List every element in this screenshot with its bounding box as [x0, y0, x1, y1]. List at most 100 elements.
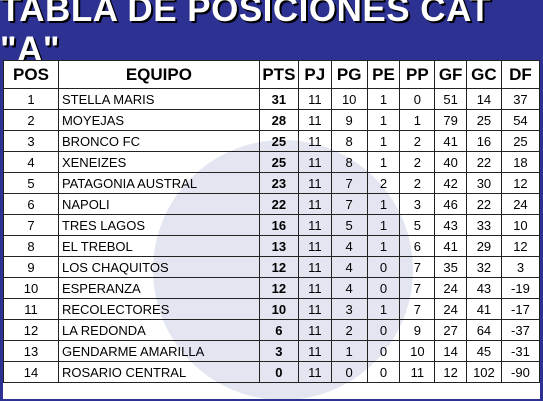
team-cell: ESPERANZA [57, 277, 260, 299]
team-cell: RECOLECTORES [57, 298, 260, 320]
pos-cell: 6 [3, 193, 59, 215]
gf-cell: 79 [434, 109, 467, 131]
gf-cell: 51 [434, 88, 467, 110]
page-title: TABLA DE POSICIONES CAT "A" [0, 0, 492, 69]
pe-cell: 1 [366, 214, 401, 236]
pg-cell: 8 [330, 130, 368, 152]
header-pg: PG [330, 60, 368, 89]
pg-cell: 5 [330, 214, 368, 236]
gc-cell: 14 [465, 88, 502, 110]
pp-cell: 3 [399, 193, 436, 215]
pos-cell: 1 [3, 88, 59, 110]
pos-cell: 12 [3, 319, 59, 341]
pts-cell: 0 [258, 361, 299, 383]
pg-cell: 7 [330, 193, 368, 215]
pts-cell: 25 [258, 130, 299, 152]
gc-cell: 16 [465, 130, 502, 152]
pe-cell: 0 [366, 256, 401, 278]
pp-cell: 0 [399, 88, 436, 110]
pg-cell: 7 [330, 172, 368, 194]
pe-cell: 1 [366, 151, 401, 173]
gc-cell: 30 [465, 172, 502, 194]
pj-cell: 11 [297, 340, 332, 362]
gf-cell: 40 [434, 151, 467, 173]
df-cell: 54 [500, 109, 540, 131]
df-cell: -31 [500, 340, 540, 362]
df-cell: 3 [500, 256, 540, 278]
pg-cell: 0 [330, 361, 368, 383]
table-row: 2 MOYEJAS 28 11 9 1 1 79 25 54 [3, 109, 540, 131]
header-row: POS EQUIPO PTS PJ PG PE PP GF GC DF [3, 60, 540, 89]
table-row: 9 LOS CHAQUITOS 12 11 4 0 7 35 32 3 [3, 256, 540, 278]
pp-cell: 6 [399, 235, 436, 257]
pts-cell: 12 [258, 277, 299, 299]
team-cell: NAPOLI [57, 193, 260, 215]
pts-cell: 22 [258, 193, 299, 215]
pg-cell: 3 [330, 298, 368, 320]
team-cell: BRONCO FC [57, 130, 260, 152]
df-cell: 18 [500, 151, 540, 173]
gf-cell: 24 [434, 298, 467, 320]
gc-cell: 102 [465, 361, 502, 383]
header-gf: GF [434, 60, 467, 89]
pos-cell: 5 [3, 172, 59, 194]
pts-cell: 6 [258, 319, 299, 341]
header-team: EQUIPO [57, 60, 260, 89]
team-cell: PATAGONIA AUSTRAL [57, 172, 260, 194]
pos-cell: 3 [3, 130, 59, 152]
pe-cell: 1 [366, 298, 401, 320]
standings-table-area: POS EQUIPO PTS PJ PG PE PP GF GC DF 1 STE… [3, 60, 540, 399]
pos-cell: 8 [3, 235, 59, 257]
df-cell: 12 [500, 235, 540, 257]
pts-cell: 16 [258, 214, 299, 236]
pos-cell: 10 [3, 277, 59, 299]
gf-cell: 35 [434, 256, 467, 278]
pe-cell: 1 [366, 88, 401, 110]
pj-cell: 11 [297, 277, 332, 299]
pj-cell: 11 [297, 319, 332, 341]
gf-cell: 24 [434, 277, 467, 299]
team-cell: EL TREBOL [57, 235, 260, 257]
pg-cell: 2 [330, 319, 368, 341]
gf-cell: 41 [434, 130, 467, 152]
pos-cell: 4 [3, 151, 59, 173]
df-cell: -17 [500, 298, 540, 320]
pos-cell: 11 [3, 298, 59, 320]
standings-table: POS EQUIPO PTS PJ PG PE PP GF GC DF 1 STE… [3, 60, 540, 383]
pos-cell: 13 [3, 340, 59, 362]
pe-cell: 0 [366, 319, 401, 341]
table-row: 12 LA REDONDA 6 11 2 0 9 27 64 -37 [3, 319, 540, 341]
gc-cell: 29 [465, 235, 502, 257]
gc-cell: 45 [465, 340, 502, 362]
pj-cell: 11 [297, 151, 332, 173]
table-row: 14 ROSARIO CENTRAL 0 11 0 0 11 12 102 -90 [3, 361, 540, 383]
pj-cell: 11 [297, 235, 332, 257]
pp-cell: 7 [399, 298, 436, 320]
table-row: 5 PATAGONIA AUSTRAL 23 11 7 2 2 42 30 12 [3, 172, 540, 194]
pp-cell: 5 [399, 214, 436, 236]
gc-cell: 22 [465, 151, 502, 173]
pos-cell: 2 [3, 109, 59, 131]
team-cell: GENDARME AMARILLA [57, 340, 260, 362]
header-pj: PJ [297, 60, 332, 89]
pj-cell: 11 [297, 298, 332, 320]
pj-cell: 11 [297, 130, 332, 152]
pg-cell: 4 [330, 256, 368, 278]
table-row: 11 RECOLECTORES 10 11 3 1 7 24 41 -17 [3, 298, 540, 320]
pts-cell: 3 [258, 340, 299, 362]
table-row: 4 XENEIZES 25 11 8 1 2 40 22 18 [3, 151, 540, 173]
df-cell: 10 [500, 214, 540, 236]
pe-cell: 1 [366, 193, 401, 215]
pts-cell: 28 [258, 109, 299, 131]
pj-cell: 11 [297, 88, 332, 110]
pp-cell: 7 [399, 256, 436, 278]
pts-cell: 12 [258, 256, 299, 278]
pp-cell: 10 [399, 340, 436, 362]
df-cell: 12 [500, 172, 540, 194]
header-gc: GC [465, 60, 502, 89]
pp-cell: 11 [399, 361, 436, 383]
gc-cell: 22 [465, 193, 502, 215]
gf-cell: 46 [434, 193, 467, 215]
pe-cell: 2 [366, 172, 401, 194]
